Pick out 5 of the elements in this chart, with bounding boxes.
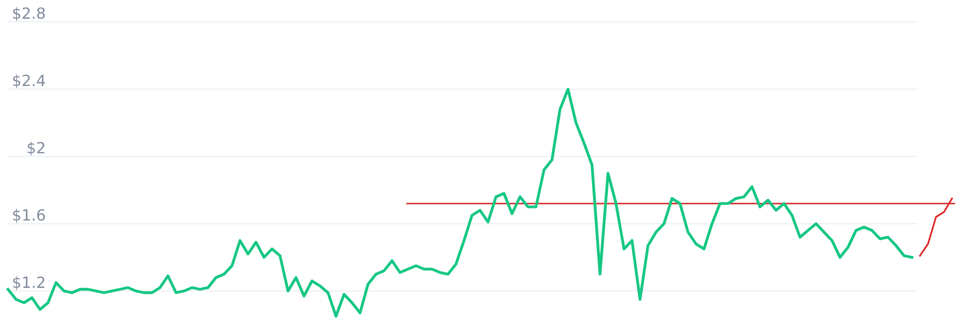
y-tick-label: $2.4	[13, 74, 45, 88]
y-tick-label: $1.6	[13, 208, 45, 223]
y-tick-label: $1.2	[13, 276, 44, 290]
y-tick-label: $2	[28, 142, 44, 156]
y-tick-label: $2.8	[13, 7, 45, 21]
